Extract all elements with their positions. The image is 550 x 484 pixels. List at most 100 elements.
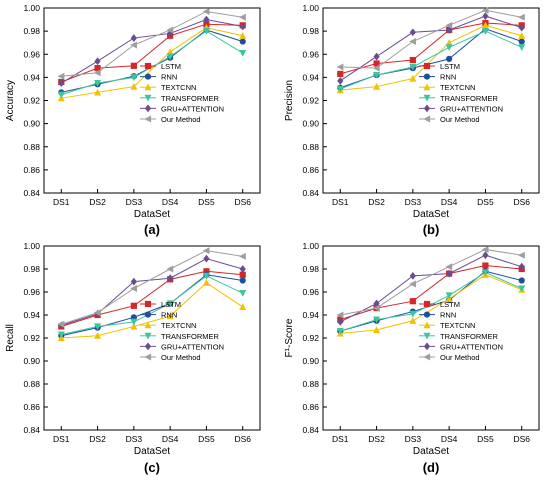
legend-label: GRU+ATTENTION [161,342,224,351]
legend-marker [423,104,431,113]
data-point [481,245,489,253]
legend-label: LSTM [161,300,181,309]
legend-label: Our Method [440,115,480,124]
data-point [445,292,453,300]
data-point [481,28,489,35]
panel-label: (a) [144,222,160,237]
data-point [481,6,489,14]
legend-label: LSTM [440,300,460,309]
data-point [94,88,102,96]
data-point [337,318,344,326]
data-point [166,265,174,273]
series-line [61,250,243,325]
y-tick-label: 0.86 [302,402,319,412]
x-tick-label: DS6 [234,434,251,444]
y-tick-label: 0.92 [23,333,40,343]
y-tick-label: 0.84 [23,188,40,198]
series-line [340,15,522,82]
x-tick-label: DS1 [53,197,70,207]
data-point [166,300,174,308]
x-tick-label: DS3 [126,434,143,444]
y-tick-label: 0.94 [302,310,319,320]
legend-label: TRANSFORMER [161,332,220,341]
legend-label: TEXTCNN [440,83,475,92]
data-point [518,32,526,39]
legend-marker [144,94,152,102]
series-line [61,27,243,99]
x-tick-label: DS4 [162,434,179,444]
legend-marker [144,353,152,361]
y-tick-label: 0.84 [302,188,319,198]
x-tick-label: DS6 [513,197,530,207]
data-point [482,251,489,260]
legend-label: TEXTCNN [161,83,196,92]
data-point [336,63,344,71]
legend-marker [423,353,431,361]
data-point [409,280,416,288]
y-tick-label: 0.84 [23,425,40,435]
legend-label: RNN [440,73,456,82]
x-tick-label: DS5 [477,434,494,444]
series-line [61,258,243,326]
plot-frame [322,245,540,431]
data-point [130,318,138,326]
data-point [372,64,380,72]
series-line [340,248,522,316]
legend-label: RNN [161,311,177,320]
legend-marker [423,73,431,80]
y-tick-label: 0.90 [302,356,319,366]
data-point [239,22,246,31]
data-point [482,12,489,20]
data-point [202,247,210,255]
data-point [57,72,65,80]
panel-label: (b) [423,222,440,237]
data-point [518,13,525,21]
x-tick-label: DS3 [126,197,143,207]
data-point [518,285,526,293]
x-axis-title: DataSet [413,209,449,220]
y-tick-label: 1.00 [302,241,319,251]
data-point [203,15,210,24]
data-point [239,38,246,45]
y-tick-label: 0.88 [23,379,40,389]
x-tick-label: DS6 [513,434,530,444]
data-point [445,21,453,29]
panel-label: (c) [144,460,160,475]
x-tick-label: DS3 [405,197,422,207]
legend-marker [144,104,152,113]
y-axis-title: Precision [284,80,295,121]
data-point [239,13,246,21]
data-point [482,262,489,269]
data-point [130,285,137,293]
data-point [373,60,380,67]
data-point [239,265,246,273]
panel-label: (d) [423,460,440,475]
data-point [518,38,525,45]
data-point [166,312,174,320]
data-point [409,28,416,37]
y-tick-label: 0.94 [23,310,40,320]
legend-marker [144,321,152,329]
y-tick-label: 1.00 [23,3,40,13]
chart-panel: 0.84 0.86 0.88 0.90 0.92 0.94 0.96 0.98 1.00 DS1 D… [284,3,540,237]
legend-marker [144,300,152,308]
legend-label: TRANSFORMER [440,94,499,103]
data-point [202,7,210,15]
x-tick-label: DS2 [368,197,385,207]
legend-label: GRU+ATTENTION [161,104,224,113]
legend-label: Our Method [161,353,201,362]
data-point [445,38,453,46]
data-point [409,38,416,46]
x-tick-label: DS5 [477,197,494,207]
data-point [481,21,489,29]
data-point [130,74,138,82]
data-point [202,272,210,280]
data-point [336,328,344,335]
data-point [336,85,344,93]
data-point [239,290,247,297]
series-line [340,265,522,321]
